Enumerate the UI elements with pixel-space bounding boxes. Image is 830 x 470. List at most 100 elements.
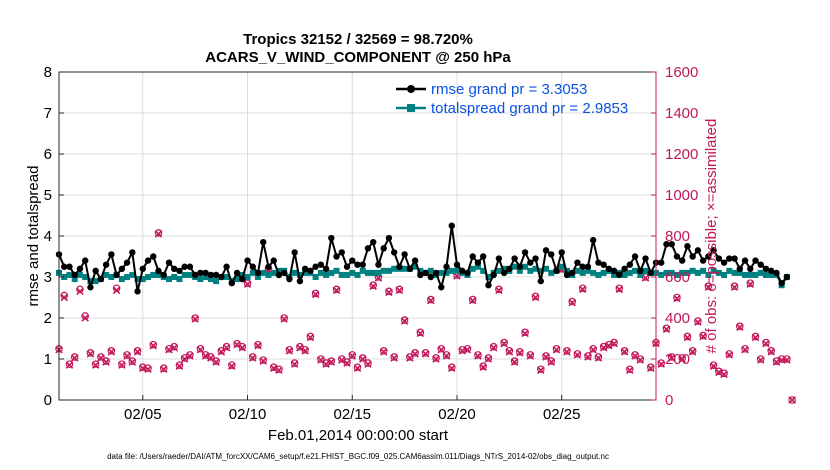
legend-rmse-marker: [407, 85, 415, 93]
obs-possible-point: [489, 342, 498, 351]
obs-assimilated-point: [222, 343, 231, 352]
obs-assimilated-point: [118, 361, 126, 369]
y-right-tick-label: 1000: [665, 187, 698, 204]
rmse-point: [548, 251, 555, 258]
obs-possible-point: [196, 344, 205, 353]
rmse-point: [97, 275, 105, 283]
obs-possible-point: [505, 346, 514, 355]
rmse-point: [673, 253, 681, 260]
y-tick-label: 7: [44, 105, 52, 122]
obs-possible-point: [626, 365, 634, 374]
rmse-point: [380, 245, 387, 252]
obs-assimilated-point: [594, 354, 603, 362]
obs-assimilated-point: [421, 350, 430, 358]
rmse-point: [757, 261, 764, 268]
obs-possible-point: [568, 297, 577, 306]
rmse-point: [160, 271, 167, 279]
rmse-point: [270, 257, 277, 264]
y-right-tick-label: 1600: [665, 64, 698, 81]
obs-possible-point: [222, 342, 231, 351]
totalspread-point: [255, 274, 261, 280]
totalspread-point: [401, 265, 408, 272]
totalspread-point: [118, 276, 125, 283]
obs-possible-point: [369, 281, 378, 290]
obs-assimilated-point: [317, 356, 325, 364]
obs-possible-point: [364, 359, 372, 367]
obs-assimilated-point: [683, 333, 692, 342]
obs-assimilated-point: [510, 358, 519, 366]
totalspread-point: [275, 267, 282, 274]
rmse-point: [768, 267, 775, 275]
obs-assimilated-point: [521, 329, 529, 338]
obs-assimilated-point: [196, 346, 205, 354]
obs-assimilated-point: [332, 286, 341, 295]
obs-possible-point: [688, 346, 697, 355]
obs-assimilated-point: [395, 286, 404, 295]
obs-possible-point: [228, 361, 236, 369]
totalspread-point: [516, 267, 523, 274]
obs-assimilated-point: [385, 288, 393, 297]
obs-assimilated-point: [112, 286, 121, 295]
totalspread-point: [145, 274, 152, 280]
obs-assimilated-point: [599, 343, 608, 352]
obs-possible-point: [175, 361, 184, 369]
obs-assimilated-point: [610, 339, 618, 348]
obs-assimilated-point: [170, 343, 178, 352]
obs-possible-point: [683, 332, 692, 341]
rmse-point: [239, 275, 246, 283]
totalspread-point: [359, 267, 366, 274]
y-tick-label: 0: [44, 392, 52, 409]
totalspread-point: [752, 271, 759, 278]
totalspread-point: [762, 271, 769, 278]
rmse-point: [563, 271, 571, 279]
rmse-point: [542, 247, 550, 254]
totalspread-point: [673, 271, 680, 278]
series-rmse: [55, 222, 791, 295]
totalspread-point: [522, 263, 529, 270]
totalspread-point: [302, 269, 309, 276]
obs-assimilated-point: [505, 348, 514, 356]
obs-assimilated-point: [495, 286, 503, 295]
rmse-point: [699, 257, 707, 264]
obs-possible-point: [60, 291, 69, 300]
obs-possible-point: [400, 316, 409, 324]
rmse-point: [783, 273, 791, 281]
rmse-point: [500, 269, 508, 277]
obs-possible-point: [573, 350, 582, 358]
rmse-point: [385, 234, 393, 242]
obs-possible-point: [149, 340, 158, 349]
rmse-point: [202, 269, 209, 277]
rmse-point: [595, 259, 602, 266]
rmse-point: [647, 269, 654, 277]
totalspread-point: [66, 271, 73, 278]
obs-possible-point: [447, 363, 456, 372]
rmse-point: [736, 265, 743, 272]
rmse-point: [301, 265, 309, 272]
totalspread-point: [537, 267, 544, 274]
obs-assimilated-point: [86, 350, 95, 358]
rmse-point: [61, 263, 68, 270]
rmse-point: [689, 253, 696, 260]
obs-assimilated-point: [641, 274, 650, 282]
rmse-point: [390, 249, 398, 256]
obs-possible-point: [526, 351, 535, 359]
rmse-point: [134, 288, 141, 295]
obs-assimilated-point: [311, 290, 320, 299]
totalspread-point: [344, 271, 351, 278]
obs-possible-point: [704, 282, 713, 291]
rmse-point: [406, 265, 414, 272]
x-axis: 02/05 02/10 02/15 02/20 02/25: [124, 395, 581, 423]
totalspread-point: [124, 274, 131, 280]
totalspread-point: [726, 267, 733, 274]
obs-assimilated-point: [159, 365, 168, 374]
obs-assimilated-point: [201, 352, 210, 360]
obs-possible-point: [741, 344, 749, 353]
totalspread-point: [202, 274, 209, 280]
obs-assimilated-point: [254, 341, 262, 350]
obs-possible-point: [751, 332, 760, 341]
totalspread-point: [757, 269, 764, 276]
totalspread-point: [317, 269, 324, 276]
rmse-point: [186, 263, 194, 270]
obs-assimilated-point: [526, 352, 535, 360]
obs-assimilated-point: [233, 340, 241, 349]
